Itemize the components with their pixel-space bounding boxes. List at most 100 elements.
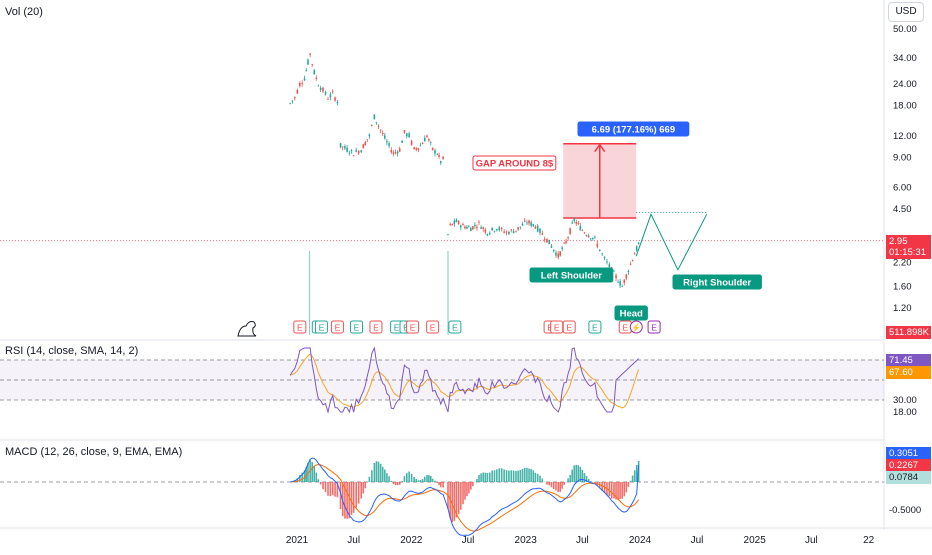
candle-body <box>294 97 296 99</box>
candle-body <box>331 91 334 93</box>
earnings-event-icon: E <box>373 323 379 333</box>
time-axis-label: 2021 <box>286 535 309 546</box>
time-axis-label: Jul <box>347 535 360 546</box>
candle-body <box>512 230 515 234</box>
candle-body <box>362 144 365 149</box>
candle-body <box>438 155 440 157</box>
candle-body <box>341 146 344 148</box>
candle-body <box>530 222 532 226</box>
macd-line <box>289 457 640 536</box>
candle-body <box>561 247 563 250</box>
pattern-projection-line <box>635 213 708 271</box>
candle-body <box>532 224 535 226</box>
candle-body <box>539 228 541 233</box>
macd-axis-label: -0.5000 <box>889 505 921 516</box>
candle-body <box>339 143 342 148</box>
candle-body <box>493 231 496 233</box>
candle-body <box>606 261 608 263</box>
earnings-event-marker <box>562 320 576 334</box>
time-axis-label: Jul <box>462 535 475 546</box>
earnings-event-marker <box>350 320 364 334</box>
earnings-event-marker <box>550 320 564 334</box>
time-axis-label: 2022 <box>400 535 423 546</box>
candle-body <box>417 148 420 150</box>
earnings-event-marker <box>426 320 440 334</box>
candle-body <box>629 263 632 265</box>
bar-countdown: 01:15:31 <box>889 247 926 258</box>
macd-signal-line <box>290 464 640 532</box>
candle-body <box>575 222 578 224</box>
candle-body <box>623 279 626 283</box>
candle-body <box>601 253 603 255</box>
signal-value-tag: 0.2267 <box>886 459 931 472</box>
rsi-line <box>289 346 639 414</box>
currency-button[interactable]: USD <box>888 2 924 22</box>
candle-body <box>413 147 415 150</box>
candle-body <box>468 226 470 228</box>
volume-tag: 511.898K <box>886 326 931 339</box>
last-price-tag: 2.95 01:15:31 <box>886 235 931 259</box>
candle-body <box>394 152 397 153</box>
macd-indicator-label[interactable]: MACD (12, 26, close, 9, EMA, EMA) <box>5 446 183 458</box>
candle-body <box>510 229 513 231</box>
candle-body <box>536 225 539 232</box>
candle-body <box>307 59 309 65</box>
rsi-indicator-label[interactable]: RSI (14, close, SMA, 14, 2) <box>5 345 139 357</box>
candle-body <box>447 234 449 236</box>
candle-body <box>528 220 530 224</box>
candle-body <box>396 151 399 154</box>
candle-body <box>563 242 565 244</box>
candle-body <box>565 240 567 244</box>
price-axis-label: 4.50 <box>893 204 912 215</box>
price-axis-label: 50.00 <box>893 24 917 35</box>
earnings-event-marker <box>448 320 462 334</box>
earnings-event-marker <box>330 320 344 334</box>
candle-body <box>478 221 480 223</box>
candle-body <box>424 137 426 142</box>
candle-body <box>523 220 526 222</box>
candle-body <box>474 224 476 227</box>
candle-body <box>403 130 406 133</box>
candle-body <box>491 227 493 231</box>
candle-body <box>315 77 318 79</box>
candle-body <box>296 89 299 94</box>
candle-body <box>392 152 395 154</box>
candle-body <box>348 152 351 154</box>
candle-body <box>388 143 390 146</box>
earnings-event-icon: E <box>410 323 416 333</box>
candle-body <box>515 230 517 232</box>
candle-body <box>587 235 590 238</box>
candle-body <box>637 242 640 244</box>
candle-body <box>603 257 606 259</box>
candle-body <box>311 64 313 65</box>
candle-body <box>329 94 332 98</box>
candle-body <box>373 114 376 120</box>
candle-body <box>635 246 638 251</box>
candle-body <box>546 238 548 243</box>
earnings-event-marker <box>588 320 602 334</box>
earnings-event-icon: E <box>452 323 458 333</box>
candle-body <box>401 140 403 143</box>
candle-body <box>334 97 336 101</box>
candle-body <box>505 231 508 233</box>
candle-body <box>336 102 339 104</box>
candle-body <box>557 253 560 258</box>
head-label: Head <box>620 309 643 320</box>
earnings-event-marker <box>406 320 420 334</box>
time-axis-label: 2024 <box>629 535 652 546</box>
earnings-event-icon: E <box>354 323 360 333</box>
volume-indicator-label[interactable]: Vol (20) <box>5 6 43 18</box>
candle-body <box>419 145 422 147</box>
earnings-event-icon: E <box>622 323 628 333</box>
time-axis-label: Jul <box>805 535 818 546</box>
earnings-event-icon: E <box>566 323 572 333</box>
tradingview-mascot-icon <box>237 321 257 337</box>
candle-body <box>377 125 380 127</box>
candle-body <box>449 223 451 225</box>
candle-body <box>375 122 378 124</box>
candle-body <box>360 150 363 153</box>
candle-body <box>291 100 294 102</box>
candle-body <box>429 142 432 144</box>
